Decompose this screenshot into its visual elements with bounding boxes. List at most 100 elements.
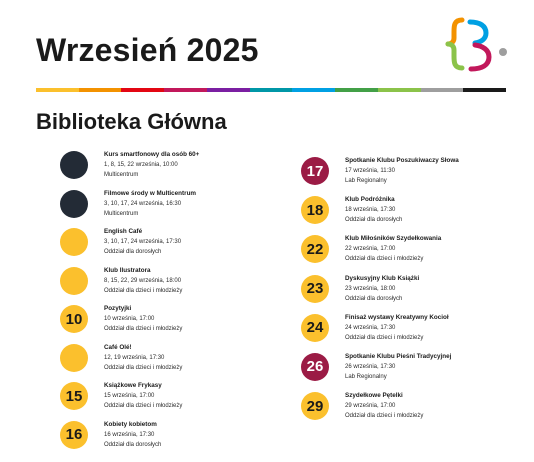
event-title: Café Olé! <box>104 343 132 351</box>
event-item[interactable]: Kurs smartfonowy dla osób 60+ 1, 8, 15, 2… <box>60 150 280 189</box>
event-day-badge: 26 <box>301 352 329 381</box>
event-location: Oddział dla dzieci i młodzieży <box>104 326 183 332</box>
event-item[interactable]: 22 Klub Miłośników Szydełkowania 22 wrześn… <box>301 234 521 273</box>
stripe-segment <box>78 88 122 92</box>
event-title: Dyskusyjny Klub Książki <box>345 274 420 282</box>
event-item[interactable]: Klub Ilustratora 8, 15, 22, 29 września, … <box>60 266 280 305</box>
event-day-badge: 16 <box>60 420 88 449</box>
event-date: 12, 19 września, 17:30 <box>104 354 165 361</box>
event-info: Finisaż wystawy Kreatywny Kocioł 24 wrześ… <box>345 313 521 343</box>
event-date: 10 września, 17:00 <box>104 316 155 322</box>
event-item[interactable]: Filmowe środy w Multicentrum 3, 10, 17, 2… <box>60 189 280 228</box>
event-info: Filmowe środy w Multicentrum 3, 10, 17, 2… <box>104 189 280 219</box>
event-info: Klub Miłośników Szydełkowania 22 września… <box>345 234 521 264</box>
event-location: Oddział dla dzieci i młodzieży <box>104 403 183 409</box>
event-title: Szydełkowe Pętelki <box>345 392 403 400</box>
event-info: Klub Ilustratora 8, 15, 22, 29 września, … <box>104 266 280 296</box>
event-location: Lab Regionalny <box>345 178 387 184</box>
events-column-left: Kurs smartfonowy dla osób 60+ 1, 8, 15, 2… <box>60 150 280 458</box>
event-title: English Café <box>104 228 143 235</box>
event-date: 18 września, 17:30 <box>345 207 396 214</box>
event-title: Spotkanie Klubu Pieśni Tradycyjnej <box>345 352 452 360</box>
event-title: Kurs smartfonowy dla osób 60+ <box>104 151 200 158</box>
stripe-segment <box>292 88 336 92</box>
event-item[interactable]: 10 Pozytyjki 10 września, 17:00 Oddział dla… <box>60 304 280 343</box>
event-item[interactable]: Café Olé! 12, 19 września, 17:30 Oddział d… <box>60 343 280 382</box>
stripe-segment <box>335 88 378 92</box>
stripe-segment <box>420 88 464 92</box>
event-info: Dyskusyjny Klub Książki 23 września, 18:0… <box>345 274 521 304</box>
event-date: 22 września, 17:00 <box>345 246 396 253</box>
event-item[interactable]: English Café 3, 10, 17, 24 września, 17:3… <box>60 227 280 266</box>
event-day-badge <box>60 189 88 218</box>
event-info: Pozytyjki 10 września, 17:00 Oddział dla d… <box>104 304 280 334</box>
event-info: Kobiety kobietom 16 września, 17:30 Oddzia… <box>104 420 280 450</box>
event-day-badge: 22 <box>301 235 329 264</box>
page-title: Wrzesień 2025 <box>36 32 259 68</box>
event-location: Oddział dla dzieci i młodzieży <box>345 256 424 263</box>
stripe-segment <box>463 88 507 92</box>
event-day-badge <box>60 343 88 372</box>
event-day-badge <box>60 266 88 295</box>
event-item[interactable]: 17 Spotkanie Klubu Poszukiwaczy Słowa 17 w… <box>301 156 521 195</box>
event-info: Café Olé! 12, 19 września, 17:30 Oddział d… <box>104 343 280 373</box>
event-item[interactable]: 23 Dyskusyjny Klub Książki 23 września, 18… <box>301 274 521 313</box>
event-date: 3, 10, 17, 24 września, 16:30 <box>104 200 182 207</box>
event-location: Oddział dla dzieci i młodzieży <box>104 364 183 371</box>
event-date: 29 września, 17:00 <box>345 403 396 410</box>
library-logo <box>445 17 507 72</box>
event-title: Filmowe środy w Multicentrum <box>104 189 197 197</box>
event-day-badge <box>60 151 88 179</box>
event-location: Multicentrum <box>104 172 139 178</box>
event-title: Finisaż wystawy Kreatywny Kocioł <box>345 313 449 321</box>
section-title: Biblioteka Główna <box>36 109 227 134</box>
stripe-segment <box>377 88 421 92</box>
event-location: Oddział dla dorosłych <box>345 217 403 224</box>
event-title: Książkowe Frykasy <box>104 382 162 389</box>
events-column-right: 17 Spotkanie Klubu Poszukiwaczy Słowa 17 w… <box>301 156 521 430</box>
event-item[interactable]: 18 Klub Podróżnika 18 września, 17:30 Oddzi… <box>301 195 521 234</box>
event-info: Spotkanie Klubu Pieśni Tradycyjnej 26 wrz… <box>345 352 521 382</box>
event-location: Oddział dla dorosłych <box>104 441 162 448</box>
event-date: 26 września, 17:30 <box>345 363 396 370</box>
event-item[interactable]: 16 Kobiety kobietom 16 września, 17:30 Oddz… <box>60 420 280 459</box>
event-item[interactable]: 26 Spotkanie Klubu Pieśni Tradycyjnej 26 w… <box>301 352 521 391</box>
event-day-badge <box>60 228 88 256</box>
event-day-badge: 23 <box>301 274 329 303</box>
stripe-segment <box>206 88 250 92</box>
event-day-badge: 15 <box>60 382 88 410</box>
event-day-badge: 29 <box>301 392 329 421</box>
event-location: Oddział dla dorosłych <box>104 249 162 255</box>
event-info: Spotkanie Klubu Poszukiwaczy Słowa 17 wrz… <box>345 156 521 186</box>
event-location: Oddział dla dzieci i młodzieży <box>345 413 424 420</box>
event-title: Klub Podróżnika <box>345 196 395 204</box>
event-item[interactable]: 29 Szydełkowe Pętelki 29 września, 17:00 Od… <box>301 391 521 430</box>
event-day-badge: 18 <box>301 196 329 225</box>
event-date: 8, 15, 22, 29 września, 18:00 <box>104 277 182 284</box>
event-title: Klub Ilustratora <box>104 266 151 274</box>
event-item[interactable]: 24 Finisaż wystawy Kreatywny Kocioł 24 wrz… <box>301 313 521 352</box>
event-date: 3, 10, 17, 24 września, 17:30 <box>104 239 182 245</box>
event-day-badge: 17 <box>301 157 329 185</box>
event-date: 23 września, 18:00 <box>345 285 396 292</box>
event-title: Kobiety kobietom <box>104 420 157 428</box>
stripe-segment <box>36 88 79 92</box>
event-info: Klub Podróżnika 18 września, 17:30 Oddział… <box>345 195 521 225</box>
event-day-badge: 10 <box>60 305 88 333</box>
stripe-segment <box>164 88 207 92</box>
event-item[interactable]: 15 Książkowe Frykasy 15 września, 17:00 Odd… <box>60 381 280 420</box>
event-title: Spotkanie Klubu Poszukiwaczy Słowa <box>345 157 459 164</box>
event-date: 1, 8, 15, 22 września, 10:00 <box>104 162 178 168</box>
event-info: English Café 3, 10, 17, 24 września, 17:3… <box>104 227 280 257</box>
event-info: Kurs smartfonowy dla osób 60+ 1, 8, 15, 2… <box>104 150 280 180</box>
event-day-badge: 24 <box>301 313 329 342</box>
event-date: 16 września, 17:30 <box>104 431 155 438</box>
event-date: 24 września, 17:30 <box>345 324 396 331</box>
stripe-segment <box>121 88 165 92</box>
event-location: Oddział dla dorosłych <box>345 295 403 302</box>
event-info: Książkowe Frykasy 15 września, 17:00 Oddzi… <box>104 381 280 411</box>
color-stripe <box>36 88 507 92</box>
event-location: Multicentrum <box>104 210 139 217</box>
event-title: Klub Miłośników Szydełkowania <box>345 235 442 243</box>
stripe-segment <box>249 88 293 92</box>
